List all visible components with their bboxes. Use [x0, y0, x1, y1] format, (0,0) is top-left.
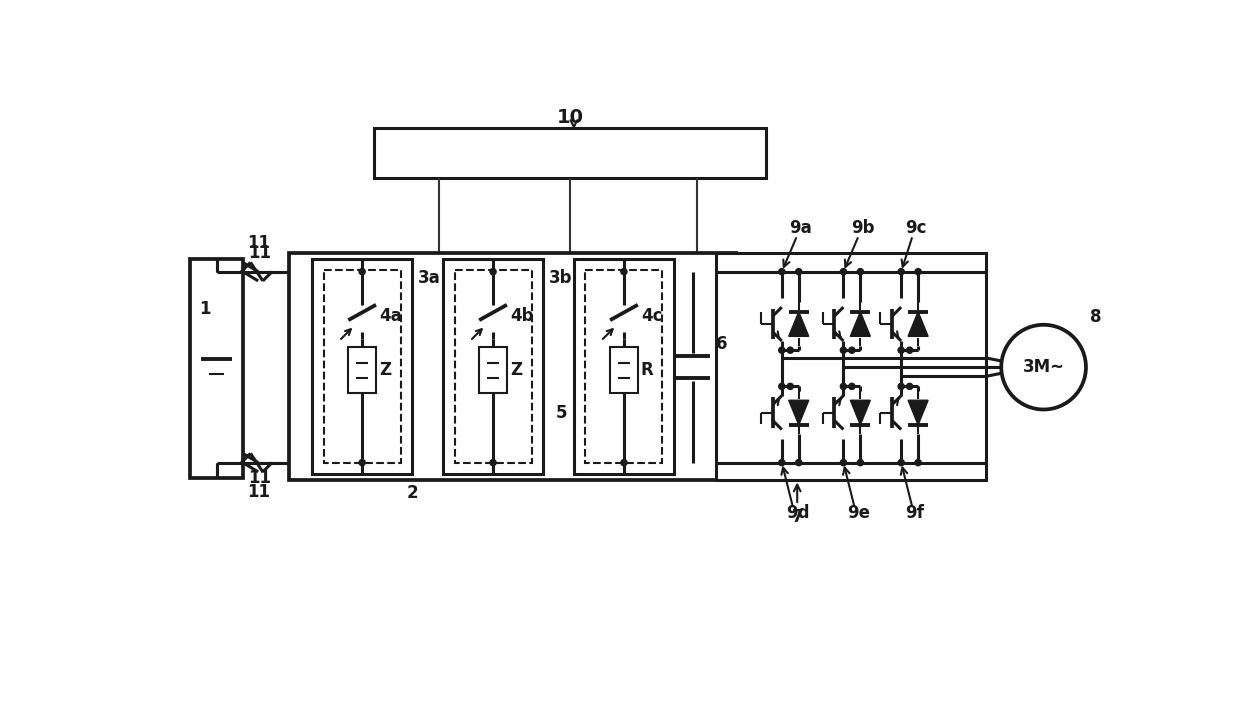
Text: 11: 11: [248, 469, 272, 487]
Text: 3a: 3a: [418, 269, 441, 287]
Circle shape: [841, 347, 847, 353]
Bar: [324, 270, 401, 463]
Polygon shape: [908, 400, 928, 425]
Text: 5: 5: [557, 404, 568, 422]
Text: 4a: 4a: [379, 307, 402, 326]
Circle shape: [779, 347, 785, 353]
Text: R: R: [641, 361, 653, 379]
Polygon shape: [908, 311, 928, 336]
Text: 7: 7: [791, 508, 804, 525]
Bar: [717, 253, 986, 479]
Text: Z: Z: [510, 361, 522, 379]
Circle shape: [906, 347, 913, 353]
Circle shape: [796, 459, 802, 466]
Text: 6: 6: [717, 335, 728, 353]
Circle shape: [857, 459, 863, 466]
Circle shape: [915, 459, 921, 466]
Circle shape: [787, 347, 794, 353]
Bar: [191, 259, 243, 478]
Bar: [455, 270, 532, 463]
Circle shape: [621, 459, 627, 466]
Text: 1: 1: [200, 299, 211, 318]
Circle shape: [796, 269, 802, 274]
Text: 9d: 9d: [786, 503, 810, 522]
Text: 8: 8: [1090, 308, 1101, 326]
Circle shape: [841, 269, 847, 274]
Circle shape: [490, 269, 496, 274]
Circle shape: [915, 269, 921, 274]
Text: 9b: 9b: [851, 219, 874, 237]
Circle shape: [849, 383, 854, 390]
Circle shape: [621, 269, 627, 274]
Text: 2: 2: [407, 484, 418, 503]
Text: 11: 11: [247, 483, 270, 501]
Circle shape: [898, 347, 904, 353]
Circle shape: [779, 459, 785, 466]
Circle shape: [779, 383, 785, 390]
Polygon shape: [789, 311, 808, 336]
Text: 10: 10: [557, 108, 584, 127]
Circle shape: [360, 459, 366, 466]
Bar: [373, 128, 766, 178]
Circle shape: [849, 347, 854, 353]
Bar: [479, 347, 507, 393]
Bar: [312, 259, 412, 474]
Circle shape: [841, 383, 847, 390]
Circle shape: [898, 383, 904, 390]
Text: 11: 11: [247, 234, 270, 252]
Text: 3b: 3b: [549, 269, 573, 287]
Bar: [610, 347, 637, 393]
Circle shape: [906, 383, 913, 390]
Circle shape: [490, 459, 496, 466]
Text: 9a: 9a: [790, 219, 812, 237]
Circle shape: [898, 269, 904, 274]
Text: 4b: 4b: [510, 307, 533, 326]
Polygon shape: [789, 400, 808, 425]
Polygon shape: [851, 311, 870, 336]
Text: 4c: 4c: [641, 307, 662, 326]
Text: 9e: 9e: [847, 503, 870, 522]
Text: 9c: 9c: [905, 219, 926, 237]
Circle shape: [779, 269, 785, 274]
Text: 11: 11: [248, 244, 272, 262]
Bar: [585, 270, 662, 463]
Text: 3M~: 3M~: [1023, 358, 1065, 376]
Text: 9f: 9f: [905, 503, 924, 522]
Circle shape: [857, 269, 863, 274]
Bar: [348, 347, 376, 393]
Circle shape: [841, 459, 847, 466]
Bar: [574, 259, 675, 474]
Circle shape: [787, 383, 794, 390]
Polygon shape: [851, 400, 870, 425]
Circle shape: [898, 459, 904, 466]
Bar: [443, 259, 543, 474]
Bar: [289, 253, 735, 479]
Text: Z: Z: [379, 361, 391, 379]
Circle shape: [360, 269, 366, 274]
